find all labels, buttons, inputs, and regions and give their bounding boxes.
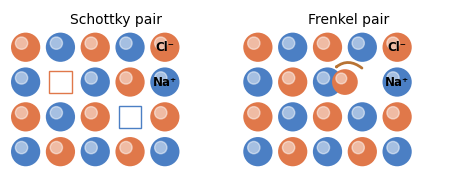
Circle shape	[15, 72, 27, 84]
Circle shape	[352, 107, 365, 119]
Circle shape	[155, 141, 167, 154]
Circle shape	[383, 102, 412, 131]
Circle shape	[150, 33, 180, 62]
Circle shape	[243, 137, 273, 166]
Text: Na⁺: Na⁺	[153, 75, 177, 89]
Circle shape	[283, 141, 295, 154]
Circle shape	[278, 102, 307, 131]
Circle shape	[387, 141, 399, 154]
Circle shape	[150, 102, 180, 131]
Circle shape	[317, 37, 329, 49]
Circle shape	[336, 73, 346, 84]
Circle shape	[317, 141, 329, 154]
Circle shape	[278, 33, 307, 62]
Circle shape	[116, 67, 145, 97]
Circle shape	[116, 137, 145, 166]
Text: Cl⁻: Cl⁻	[388, 41, 407, 54]
Circle shape	[243, 67, 273, 97]
Circle shape	[383, 67, 412, 97]
Circle shape	[15, 107, 27, 119]
Circle shape	[247, 141, 260, 154]
Circle shape	[150, 137, 180, 166]
Circle shape	[387, 107, 399, 119]
Circle shape	[85, 72, 97, 84]
Circle shape	[313, 137, 342, 166]
Circle shape	[15, 37, 27, 49]
Circle shape	[85, 141, 97, 154]
Circle shape	[120, 141, 132, 154]
Circle shape	[11, 33, 40, 62]
Circle shape	[11, 137, 40, 166]
Circle shape	[387, 72, 399, 84]
Circle shape	[11, 67, 40, 97]
Circle shape	[243, 33, 273, 62]
Circle shape	[116, 33, 145, 62]
Circle shape	[313, 33, 342, 62]
Circle shape	[278, 67, 307, 97]
Circle shape	[81, 137, 110, 166]
Circle shape	[155, 107, 167, 119]
Circle shape	[313, 67, 342, 97]
Circle shape	[50, 141, 63, 154]
Circle shape	[317, 107, 329, 119]
Circle shape	[46, 137, 75, 166]
FancyArrowPatch shape	[337, 62, 362, 68]
Circle shape	[120, 72, 132, 84]
Circle shape	[150, 67, 180, 97]
Circle shape	[11, 102, 40, 131]
Circle shape	[50, 37, 63, 49]
Bar	[118, 105, 141, 128]
Circle shape	[46, 102, 75, 131]
Title: Frenkel pair: Frenkel pair	[308, 13, 389, 27]
Circle shape	[247, 72, 260, 84]
Circle shape	[81, 33, 110, 62]
Circle shape	[81, 67, 110, 97]
Circle shape	[283, 37, 295, 49]
Circle shape	[247, 37, 260, 49]
Circle shape	[50, 107, 63, 119]
Circle shape	[313, 102, 342, 131]
Circle shape	[120, 37, 132, 49]
Circle shape	[352, 37, 365, 49]
Circle shape	[85, 37, 97, 49]
Circle shape	[387, 37, 399, 49]
Circle shape	[278, 137, 307, 166]
Text: Na⁺: Na⁺	[385, 75, 409, 89]
Circle shape	[383, 33, 412, 62]
Circle shape	[81, 102, 110, 131]
Circle shape	[332, 69, 358, 95]
Circle shape	[283, 107, 295, 119]
Circle shape	[348, 33, 377, 62]
Circle shape	[383, 137, 412, 166]
Circle shape	[155, 72, 167, 84]
Text: Cl⁻: Cl⁻	[155, 41, 174, 54]
Circle shape	[348, 102, 377, 131]
Circle shape	[155, 37, 167, 49]
Circle shape	[348, 137, 377, 166]
Circle shape	[15, 141, 27, 154]
Circle shape	[85, 107, 97, 119]
Title: Schottky pair: Schottky pair	[70, 13, 162, 27]
Circle shape	[243, 102, 273, 131]
Circle shape	[317, 72, 329, 84]
Circle shape	[283, 72, 295, 84]
Circle shape	[247, 107, 260, 119]
Circle shape	[352, 141, 365, 154]
Circle shape	[46, 33, 75, 62]
Bar	[49, 71, 72, 93]
